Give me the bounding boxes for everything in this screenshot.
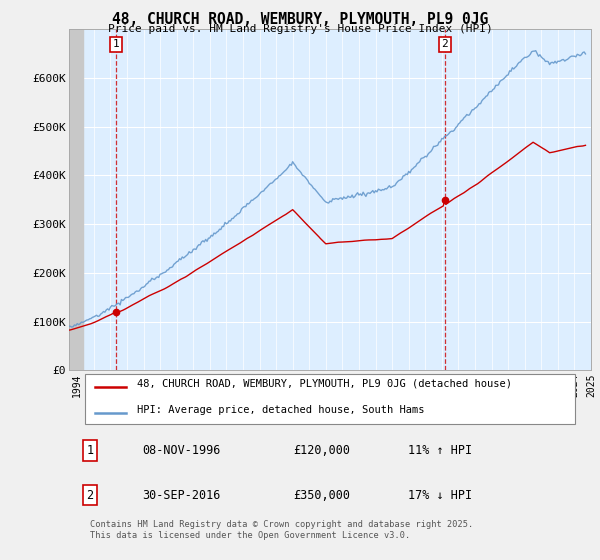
Text: Price paid vs. HM Land Registry's House Price Index (HPI): Price paid vs. HM Land Registry's House … xyxy=(107,24,493,34)
Text: £350,000: £350,000 xyxy=(293,489,350,502)
Text: 1: 1 xyxy=(113,39,119,49)
Text: 08-NOV-1996: 08-NOV-1996 xyxy=(142,444,220,457)
Text: 11% ↑ HPI: 11% ↑ HPI xyxy=(409,444,472,457)
Text: HPI: Average price, detached house, South Hams: HPI: Average price, detached house, Sout… xyxy=(137,405,424,416)
Text: 48, CHURCH ROAD, WEMBURY, PLYMOUTH, PL9 0JG (detached house): 48, CHURCH ROAD, WEMBURY, PLYMOUTH, PL9 … xyxy=(137,379,512,389)
FancyBboxPatch shape xyxy=(85,374,575,423)
Bar xyxy=(69,29,84,370)
Text: Contains HM Land Registry data © Crown copyright and database right 2025.
This d: Contains HM Land Registry data © Crown c… xyxy=(90,520,473,540)
Text: £120,000: £120,000 xyxy=(293,444,350,457)
Text: 30-SEP-2016: 30-SEP-2016 xyxy=(142,489,220,502)
Text: 48, CHURCH ROAD, WEMBURY, PLYMOUTH, PL9 0JG: 48, CHURCH ROAD, WEMBURY, PLYMOUTH, PL9 … xyxy=(112,12,488,27)
Text: 2: 2 xyxy=(441,39,448,49)
Text: 17% ↓ HPI: 17% ↓ HPI xyxy=(409,489,472,502)
Text: 1: 1 xyxy=(86,444,94,457)
Text: 2: 2 xyxy=(86,489,94,502)
